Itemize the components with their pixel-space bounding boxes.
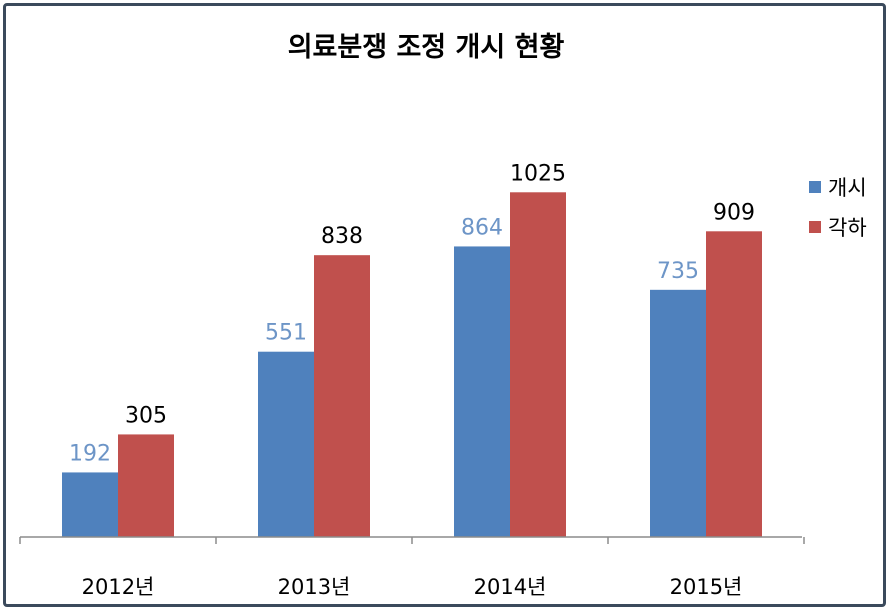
bar-gakha-2012: [118, 434, 174, 537]
data-label-gakha-2014: 1025: [510, 161, 566, 186]
bar-gaesi-2013: [258, 351, 314, 537]
legend-label-gaesi: 개시: [828, 176, 867, 200]
bar-gaesi-2014: [454, 246, 510, 537]
bar-gakha-2015: [706, 231, 762, 538]
legend-swatch-gakha: [809, 221, 821, 233]
data-label-gaesi-2015: 735: [657, 259, 699, 284]
chart-title: 의료분쟁 조정 개시 현황: [288, 32, 565, 63]
x-tick-labels-group: 2012년 2013년 2014년 2015년: [82, 575, 743, 599]
x-ticks-group: [19, 537, 805, 544]
legend-swatch-gaesi: [809, 181, 821, 193]
bar-gaesi-2012: [62, 472, 118, 537]
bar-gaesi-2015: [650, 289, 706, 537]
bar-gakha-2014: [510, 192, 566, 538]
bar-gakha-2013: [314, 255, 370, 537]
chart-frame: 의료분쟁 조정 개시 현황 192 305 551 838 864 1025 735 909 …: [3, 3, 886, 607]
data-label-gaesi-2014: 864: [461, 215, 503, 240]
bars-group: [62, 192, 762, 538]
data-label-gaesi-2013: 551: [265, 321, 307, 346]
data-label-gakha-2015: 909: [713, 200, 755, 225]
data-label-gakha-2012: 305: [125, 403, 167, 428]
data-label-gakha-2013: 838: [321, 224, 363, 249]
x-tick-label-2015: 2015년: [670, 575, 743, 599]
legend: 개시 각하: [809, 176, 867, 240]
x-tick-label-2012: 2012년: [82, 575, 155, 599]
x-tick-label-2013: 2013년: [278, 575, 351, 599]
legend-label-gakha: 각하: [828, 216, 867, 240]
x-tick-label-2014: 2014년: [474, 575, 547, 599]
data-labels-group: 192 305 551 838 864 1025 735 909: [69, 161, 755, 466]
data-label-gaesi-2012: 192: [69, 441, 111, 466]
